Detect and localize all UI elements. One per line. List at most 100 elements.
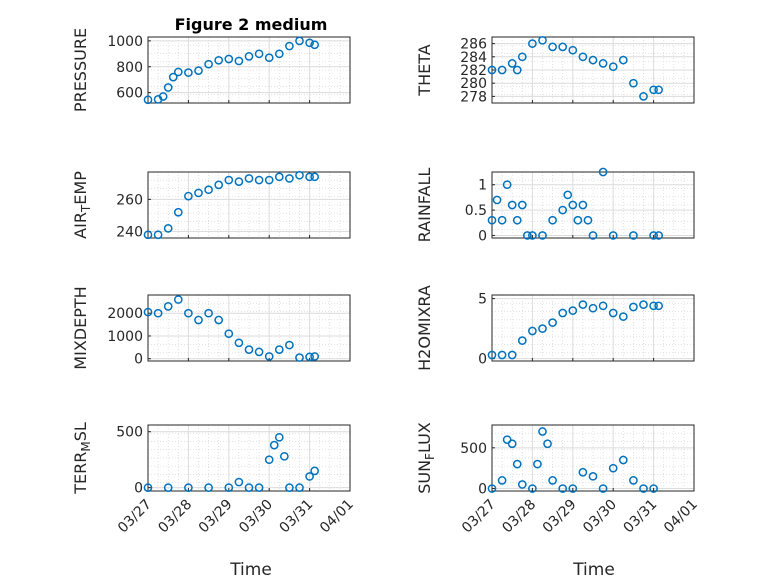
y-tick-label: 1000 xyxy=(107,34,143,50)
data-point xyxy=(649,301,658,311)
data-point xyxy=(548,215,557,225)
x-tick-label: 03/30 xyxy=(236,497,276,537)
data-point xyxy=(598,167,608,177)
data-point xyxy=(305,172,314,182)
y-tick-label: 1 xyxy=(478,178,487,194)
data-point xyxy=(163,302,173,311)
figure-title: Figure 2 medium xyxy=(175,15,328,34)
axes-box xyxy=(491,294,695,362)
data-point xyxy=(274,345,284,354)
data-point xyxy=(629,78,638,88)
data-point xyxy=(517,200,527,210)
data-point xyxy=(538,35,547,45)
y-tick-label: 0.5 xyxy=(465,203,487,219)
subplot-pressure: 600 800 1000 PRESSURE xyxy=(71,28,351,112)
data-point xyxy=(153,230,163,240)
data-point xyxy=(295,36,304,46)
data-point xyxy=(512,459,522,469)
data-point xyxy=(629,302,638,312)
data-point xyxy=(497,350,507,360)
data-point xyxy=(168,72,178,82)
y-tick-label: 0 xyxy=(134,481,143,497)
data-point xyxy=(543,439,552,449)
subplot-h2omixra: 0 5 H2OMIXRA xyxy=(415,285,695,371)
data-point xyxy=(143,230,153,240)
data-point xyxy=(285,41,294,51)
data-point xyxy=(269,440,279,450)
y-tick-label: 240 xyxy=(116,225,143,241)
data-point xyxy=(578,200,588,210)
data-point xyxy=(153,308,163,318)
y-tick-label: 260 xyxy=(116,192,143,208)
data-point xyxy=(234,477,244,487)
data-point xyxy=(558,205,568,215)
data-point xyxy=(487,484,497,493)
y-tick-label: 282 xyxy=(460,63,487,79)
data-point xyxy=(588,303,598,313)
data-point xyxy=(254,347,264,357)
data-point xyxy=(295,170,304,180)
data-point xyxy=(654,301,664,311)
data-point xyxy=(548,42,557,52)
data-point xyxy=(194,66,203,75)
data-point xyxy=(598,301,608,311)
data-point xyxy=(254,49,264,59)
data-point xyxy=(184,483,193,492)
data-point xyxy=(244,174,254,183)
data-point xyxy=(649,85,658,95)
data-point xyxy=(184,68,193,77)
y-axis-label: RAINFALL xyxy=(415,168,434,243)
data-point xyxy=(487,350,497,360)
data-point xyxy=(528,39,537,48)
data-point xyxy=(295,353,304,362)
data-point xyxy=(310,40,319,50)
data-point xyxy=(654,85,664,95)
data-point xyxy=(558,484,568,493)
data-point xyxy=(588,231,598,240)
data-point xyxy=(649,231,658,240)
y-tick-label: 5 xyxy=(478,292,487,308)
data-point xyxy=(214,315,224,325)
y-tick-label: 280 xyxy=(460,76,487,92)
data-point xyxy=(285,174,294,183)
data-point xyxy=(274,432,284,442)
data-point xyxy=(487,215,497,225)
data-point xyxy=(563,190,573,200)
data-point xyxy=(214,180,224,190)
subplot-sun-flux: 0 500 03/27 03/28 03/29 03/30 03/31 04/01 SUNFLU… xyxy=(415,422,701,536)
data-point xyxy=(264,352,274,361)
data-point xyxy=(274,172,284,182)
data-point xyxy=(618,55,628,65)
y-tick-label: 0 xyxy=(478,352,487,368)
data-point xyxy=(224,175,234,185)
data-point xyxy=(528,326,537,336)
data-point xyxy=(158,92,168,101)
data-point xyxy=(502,180,512,190)
data-point xyxy=(573,215,583,225)
y-tick-label: 0 xyxy=(478,482,487,498)
x-tick-label: 03/30 xyxy=(580,497,620,537)
subplot-air-temp: 240 260 AIRTEMP xyxy=(71,170,351,241)
y-axis-label: TERRMSL xyxy=(71,422,93,495)
x-tick-label: 04/01 xyxy=(317,497,357,537)
y-tick-label: 0 xyxy=(134,352,143,368)
data-point xyxy=(285,483,294,492)
data-point xyxy=(173,207,183,217)
axes-box xyxy=(147,171,351,239)
data-point xyxy=(548,318,557,327)
data-point xyxy=(538,324,547,333)
data-point xyxy=(173,67,183,77)
y-tick-label: 2000 xyxy=(107,306,143,322)
y-tick-label: 286 xyxy=(460,37,487,53)
data-point xyxy=(204,308,213,318)
data-point xyxy=(163,223,173,233)
data-point xyxy=(517,336,527,345)
x-axis-label-right: Time xyxy=(572,560,615,580)
data-point xyxy=(507,59,517,68)
data-point xyxy=(204,185,213,195)
data-point xyxy=(163,483,173,492)
y-tick-label: 0 xyxy=(478,228,487,244)
data-point xyxy=(244,483,254,492)
y-axis-label: SUNFLUX xyxy=(415,422,437,494)
